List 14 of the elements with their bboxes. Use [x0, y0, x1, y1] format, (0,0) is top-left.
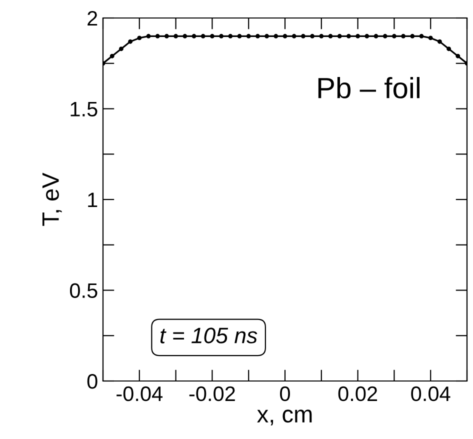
y-tick-label: 0.5 [70, 283, 98, 298]
annotation: t = 105 ns [160, 328, 258, 344]
x-axis-title: x, cm [257, 410, 312, 426]
x-tick-label: 0 [280, 386, 290, 402]
y-tick-label: 2 [88, 11, 98, 26]
y-tick-label: 1 [88, 192, 98, 208]
y-tick-label: 1.5 [70, 102, 98, 117]
annotation: Pb – foil [318, 77, 420, 98]
x-tick-label: -0.04 [116, 386, 163, 402]
x-tick-label: 0.02 [338, 386, 378, 402]
y-axis-title: T, eV [42, 172, 62, 226]
y-tick-label: 0 [87, 374, 98, 389]
x-tick-label: -0.02 [189, 386, 235, 402]
x-tick-label: 0.04 [411, 386, 450, 402]
